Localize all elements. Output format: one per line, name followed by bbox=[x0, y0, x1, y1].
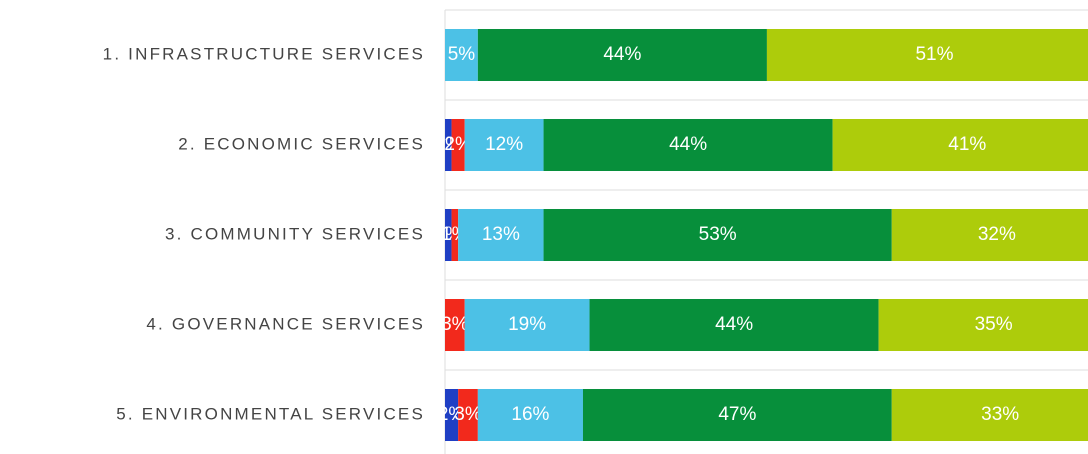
bar-segment bbox=[891, 209, 1088, 261]
bar-segment bbox=[878, 299, 1088, 351]
bar-segment bbox=[464, 299, 590, 351]
data-label: 16% bbox=[511, 404, 549, 425]
data-label: 5% bbox=[448, 44, 476, 65]
bar-segment bbox=[589, 299, 879, 351]
bar-segment bbox=[543, 119, 833, 171]
data-label: 12% bbox=[485, 134, 523, 155]
bar-segment bbox=[464, 119, 544, 171]
category-label: 2. ECONOMIC SERVICES bbox=[178, 134, 425, 153]
data-label: 53% bbox=[699, 224, 737, 245]
data-label: 13% bbox=[482, 224, 520, 245]
bar-segment bbox=[451, 209, 459, 261]
bar-segment bbox=[832, 119, 1088, 171]
bar-segment bbox=[445, 299, 465, 351]
data-label: 51% bbox=[915, 44, 953, 65]
data-label: 33% bbox=[981, 404, 1019, 425]
data-label: 35% bbox=[975, 314, 1013, 335]
bar-segment bbox=[477, 29, 767, 81]
bar-segment bbox=[891, 389, 1088, 441]
bar-segment bbox=[766, 29, 1088, 81]
data-label: 32% bbox=[978, 224, 1016, 245]
bar-segment bbox=[582, 389, 892, 441]
data-label: 41% bbox=[948, 134, 986, 155]
bar-segment bbox=[458, 209, 544, 261]
bar-segment bbox=[445, 119, 452, 171]
bar-segment bbox=[445, 29, 478, 81]
data-label: 19% bbox=[508, 314, 546, 335]
category-label: 5. ENVIRONMENTAL SERVICES bbox=[116, 404, 425, 423]
bar-segment bbox=[451, 119, 465, 171]
bar-segment bbox=[458, 389, 478, 441]
data-label: 3% bbox=[454, 404, 482, 425]
category-label: 3. COMMUNITY SERVICES bbox=[165, 224, 425, 243]
data-label: 44% bbox=[669, 134, 707, 155]
data-label: 44% bbox=[715, 314, 753, 335]
bar-segment bbox=[543, 209, 892, 261]
data-label: 44% bbox=[603, 44, 641, 65]
category-label: 1. INFRASTRUCTURE SERVICES bbox=[103, 44, 425, 63]
bar-segment bbox=[445, 389, 459, 441]
data-label: 3% bbox=[441, 314, 469, 335]
data-label: 47% bbox=[718, 404, 756, 425]
bar-segment bbox=[477, 389, 583, 441]
bar-segment bbox=[445, 209, 452, 261]
category-label: 4. GOVERNANCE SERVICES bbox=[146, 314, 425, 333]
